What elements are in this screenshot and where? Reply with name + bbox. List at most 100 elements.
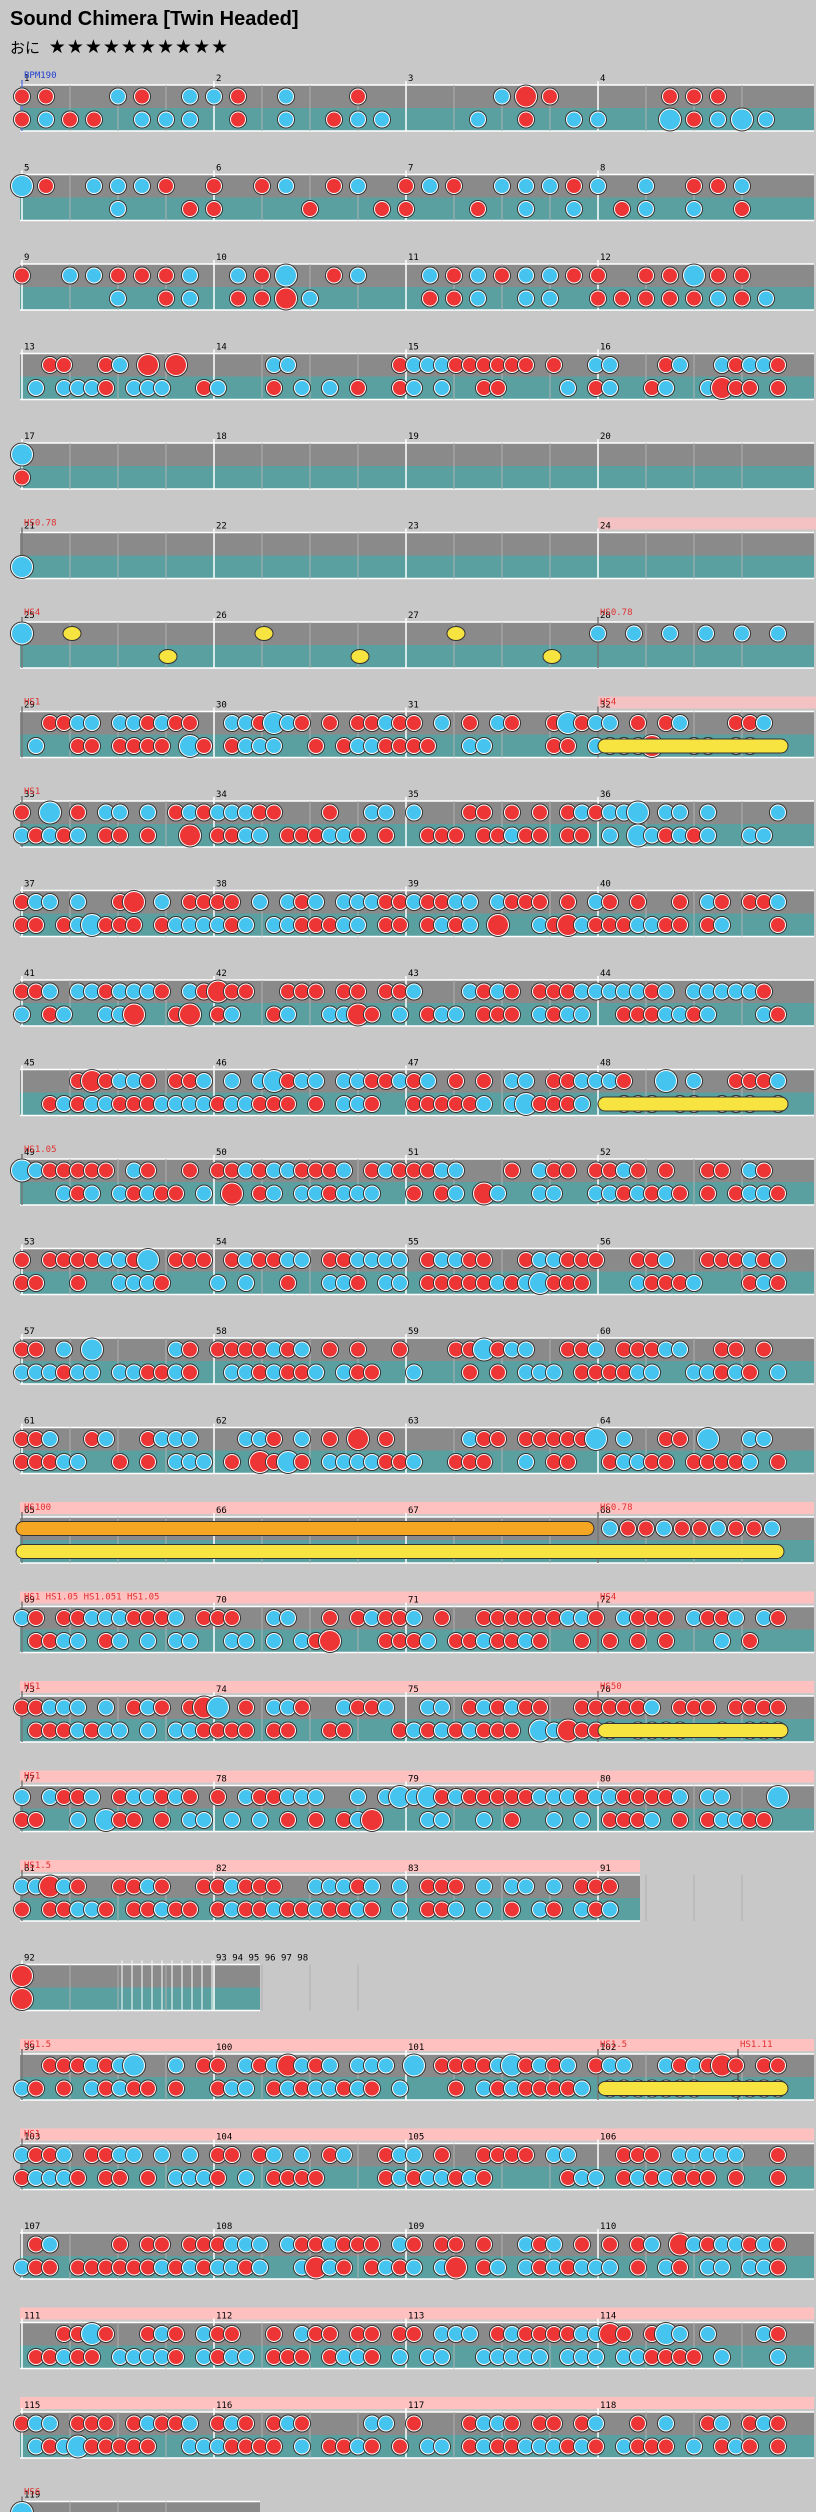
ka-note — [659, 1342, 673, 1357]
measure-number: 6 — [216, 164, 221, 174]
don-note — [575, 828, 589, 843]
measure-number: 64 — [600, 1417, 611, 1427]
don-note — [659, 918, 673, 932]
don-note — [491, 1432, 505, 1446]
don-note — [463, 2416, 477, 2431]
measure-number: 47 — [408, 1059, 419, 1069]
don-note — [295, 2171, 309, 2185]
ka-note — [519, 1879, 533, 1894]
don-note — [561, 2260, 575, 2275]
ka-note — [351, 2350, 365, 2364]
ka-note — [111, 89, 125, 104]
ka-note — [183, 1634, 197, 1648]
roll-note — [542, 649, 562, 664]
ka-note — [656, 2324, 676, 2344]
ka-note — [239, 1253, 253, 1267]
measure-number: 115 — [24, 2401, 40, 2411]
ka-note — [423, 179, 437, 193]
don-note — [337, 1723, 351, 1738]
ka-note — [687, 1365, 701, 1380]
ka-note — [591, 179, 605, 193]
don-note — [85, 2350, 99, 2364]
ka-note — [239, 1097, 253, 1111]
don-note — [687, 112, 701, 127]
ka-note — [660, 109, 680, 130]
ka-note — [351, 2081, 365, 2096]
measure-number: 116 — [216, 2401, 232, 2411]
don-note — [771, 2260, 785, 2275]
ka-note — [547, 2148, 561, 2162]
don-note — [15, 1342, 29, 1357]
ka-note — [589, 1342, 603, 1357]
ka-note — [267, 739, 281, 753]
don-note — [449, 2058, 463, 2073]
don-note — [323, 2439, 337, 2454]
ka-note — [729, 2237, 743, 2252]
ka-note — [71, 1455, 85, 1469]
ka-note — [435, 1007, 449, 1022]
ka-note — [673, 1342, 687, 1357]
ka-note — [505, 1074, 519, 1088]
don-note — [567, 179, 581, 193]
lane-lower — [20, 108, 814, 131]
ka-note — [471, 291, 485, 306]
ka-note — [407, 2148, 421, 2162]
ka-note — [276, 265, 296, 286]
don-note — [561, 984, 575, 999]
don-note — [365, 716, 379, 730]
don-note — [63, 112, 77, 127]
event-label: HS1.11 — [740, 2040, 773, 2050]
ka-note — [281, 2237, 295, 2252]
ka-note — [547, 1813, 561, 1827]
ka-note — [99, 805, 113, 820]
ka-note — [477, 1902, 491, 1917]
don-note — [463, 358, 477, 372]
ka-note — [337, 2350, 351, 2364]
ka-note — [309, 1902, 323, 1917]
don-note — [207, 179, 221, 193]
don-note — [323, 1723, 337, 1738]
ka-note — [239, 918, 253, 932]
measure-number: 57 — [24, 1327, 35, 1337]
ka-note — [141, 984, 155, 999]
don-note — [561, 805, 575, 820]
ka-note — [365, 1186, 379, 1201]
don-note — [57, 1253, 71, 1267]
ka-note — [337, 828, 351, 843]
don-note — [771, 381, 785, 395]
ka-note — [197, 2171, 211, 2185]
don-note — [435, 1790, 449, 1804]
ka-note — [393, 2081, 407, 2096]
measure-number: 76 — [600, 1685, 611, 1695]
ka-note — [43, 1700, 57, 1715]
measure-number: 4 — [600, 74, 605, 84]
ka-note — [71, 1813, 85, 1827]
measure-number: 58 — [216, 1327, 227, 1337]
ka-note — [567, 112, 581, 127]
ka-note — [211, 1276, 225, 1290]
ka-note — [253, 828, 267, 843]
don-note — [169, 1253, 183, 1267]
ka-note — [603, 805, 617, 820]
don-note — [421, 1276, 435, 1290]
don-note — [267, 805, 281, 820]
don-note — [169, 805, 183, 820]
don-note — [617, 1074, 631, 1088]
don-note — [155, 1611, 169, 1625]
don-note — [729, 1253, 743, 1267]
don-note — [757, 1163, 771, 1178]
ka-note — [197, 1074, 211, 1088]
ka-note — [141, 1186, 155, 1201]
ka-note — [729, 984, 743, 999]
ka-note — [547, 1365, 561, 1380]
ka-note — [684, 265, 704, 286]
don-note — [87, 112, 101, 127]
measure-number: 69 — [24, 1596, 35, 1606]
don-note — [113, 2171, 127, 2185]
don-note — [735, 291, 749, 306]
ka-note — [295, 2439, 309, 2454]
ka-note — [169, 2058, 183, 2073]
don-note — [197, 1253, 211, 1267]
don-note — [757, 1074, 771, 1088]
don-note — [631, 1007, 645, 1022]
